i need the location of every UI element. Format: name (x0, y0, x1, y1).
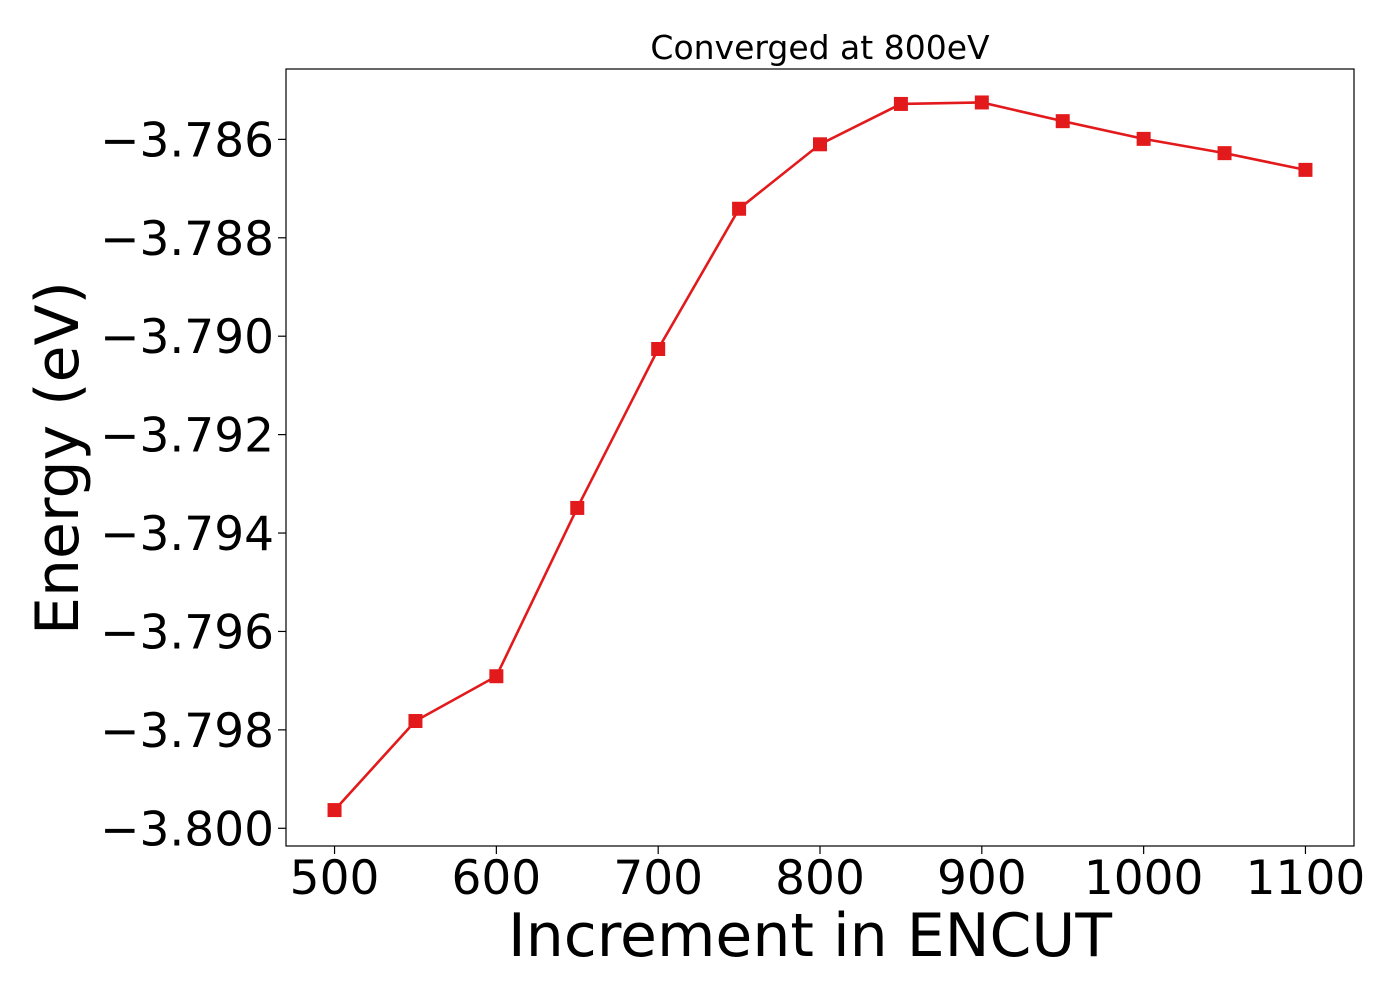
data-point-marker (893, 96, 908, 111)
data-point-marker (1217, 146, 1232, 161)
y-axis: −3.786 −3.788 −3.790 −3.792 −3.794 −3.796 −3.7… (100, 113, 286, 857)
data-point-marker (1298, 162, 1313, 177)
y-tick-label: −3.790 (100, 310, 274, 365)
data-point-marker (327, 803, 342, 818)
data-point-marker (1136, 131, 1151, 146)
y-tick-label: −3.800 (100, 802, 274, 857)
x-tick-label: 600 (452, 851, 542, 906)
data-point-marker (570, 500, 585, 515)
x-tick-label: 500 (290, 851, 380, 906)
y-tick-label: −3.794 (100, 507, 274, 562)
x-tick-label: 1000 (1084, 851, 1204, 906)
data-point-marker (732, 201, 747, 216)
x-tick-label: 700 (613, 851, 703, 906)
data-point-marker (489, 669, 504, 684)
x-axis: 500 600 700 800 900 1000 1100 (290, 846, 1366, 906)
x-tick-label: 1100 (1246, 851, 1366, 906)
axes-frame (285, 68, 1355, 847)
y-tick-label: −3.798 (100, 704, 274, 759)
y-tick-label: −3.792 (100, 409, 274, 464)
y-axis-label: Energy (eV) (23, 281, 93, 635)
y-tick-label: −3.788 (100, 212, 274, 267)
data-point-marker (408, 714, 423, 729)
x-tick-label: 900 (937, 851, 1027, 906)
y-tick-label: −3.786 (100, 113, 274, 168)
chart-title: Converged at 800eV (650, 28, 990, 67)
data-point-marker (651, 341, 666, 356)
data-point-marker (1055, 114, 1070, 129)
data-point-marker (813, 137, 827, 152)
data-point-marker (974, 95, 989, 110)
plot-area (327, 95, 1313, 818)
series-line (333, 101, 1306, 811)
x-tick-label: 800 (775, 851, 865, 906)
y-tick-label: −3.796 (100, 605, 274, 660)
x-axis-label: Increment in ENCUT (508, 901, 1112, 971)
